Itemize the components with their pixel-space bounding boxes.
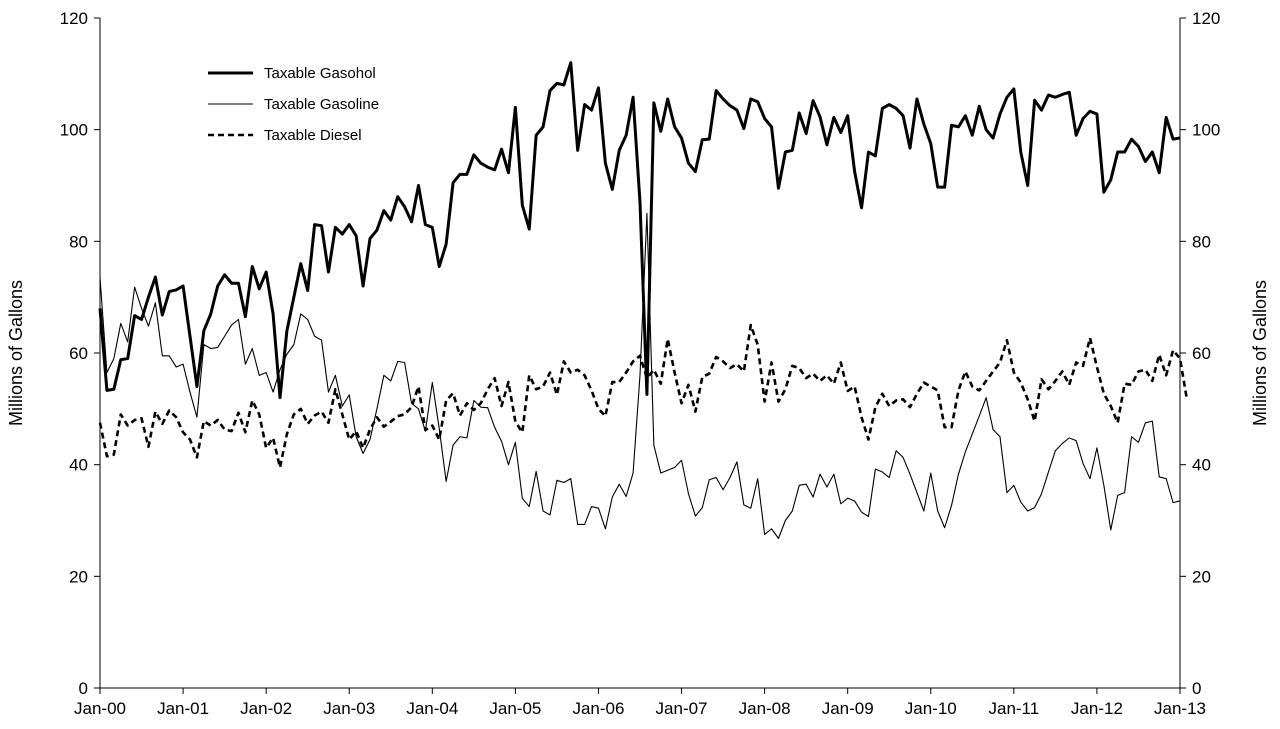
y-tick-label-right: 80 xyxy=(1192,232,1211,251)
y-tick-label-left: 40 xyxy=(69,456,88,475)
y-tick-label-right: 20 xyxy=(1192,567,1211,586)
y-tick-label-left: 60 xyxy=(69,344,88,363)
axes xyxy=(94,17,1186,694)
y-tick-label-right: 100 xyxy=(1192,121,1220,140)
y-axis-title-left: Millions of Gallons xyxy=(6,280,26,426)
x-tick-label: Jan-00 xyxy=(74,699,126,718)
x-tick-label: Jan-11 xyxy=(988,699,1039,718)
x-tick-label: Jan-12 xyxy=(1071,699,1123,718)
legend-label-2: Taxable Gasoline xyxy=(264,96,379,113)
series-line-2 xyxy=(99,212,1181,539)
x-tick-label: Jan-09 xyxy=(822,699,874,718)
legend: Taxable Gasohol Taxable Gasoline Taxable D… xyxy=(208,65,379,144)
y-tick-label-left: 20 xyxy=(69,567,88,586)
y-tick-label-right: 120 xyxy=(1192,9,1220,28)
y-tick-label-left: 100 xyxy=(60,121,88,140)
x-tick-label: Jan-04 xyxy=(406,699,458,718)
x-tick-label: Jan-13 xyxy=(1154,699,1206,718)
y-tick-label-left: 80 xyxy=(69,232,88,251)
series-line-1 xyxy=(98,61,1181,400)
x-tick-label: Jan-03 xyxy=(323,699,375,718)
x-tick-label: Jan-06 xyxy=(572,699,624,718)
y-axis-title-right: Millions of Gallons xyxy=(1250,280,1270,426)
legend-label-1: Taxable Gasohol xyxy=(264,65,376,82)
y-tick-label-right: 0 xyxy=(1192,679,1201,698)
series-lines xyxy=(98,61,1189,539)
x-tick-label: Jan-01 xyxy=(157,699,209,718)
series-line-3 xyxy=(98,323,1189,469)
legend-label-3: Taxable Diesel xyxy=(264,127,362,144)
tick-labels: 0 0 20 20 40 40 60 60 80 80 100 100 120 120 Jan-00 Jan-… xyxy=(60,9,1221,718)
y-tick-label-left: 120 xyxy=(60,9,88,28)
x-tick-label: Jan-07 xyxy=(656,699,708,718)
x-tick-label: Jan-10 xyxy=(905,699,957,718)
y-tick-label-right: 60 xyxy=(1192,344,1211,363)
y-tick-label-left: 0 xyxy=(79,679,88,698)
y-tick-label-right: 40 xyxy=(1192,456,1211,475)
x-tick-label: Jan-08 xyxy=(739,699,791,718)
x-tick-label: Jan-02 xyxy=(240,699,292,718)
x-tick-label: Jan-05 xyxy=(489,699,541,718)
